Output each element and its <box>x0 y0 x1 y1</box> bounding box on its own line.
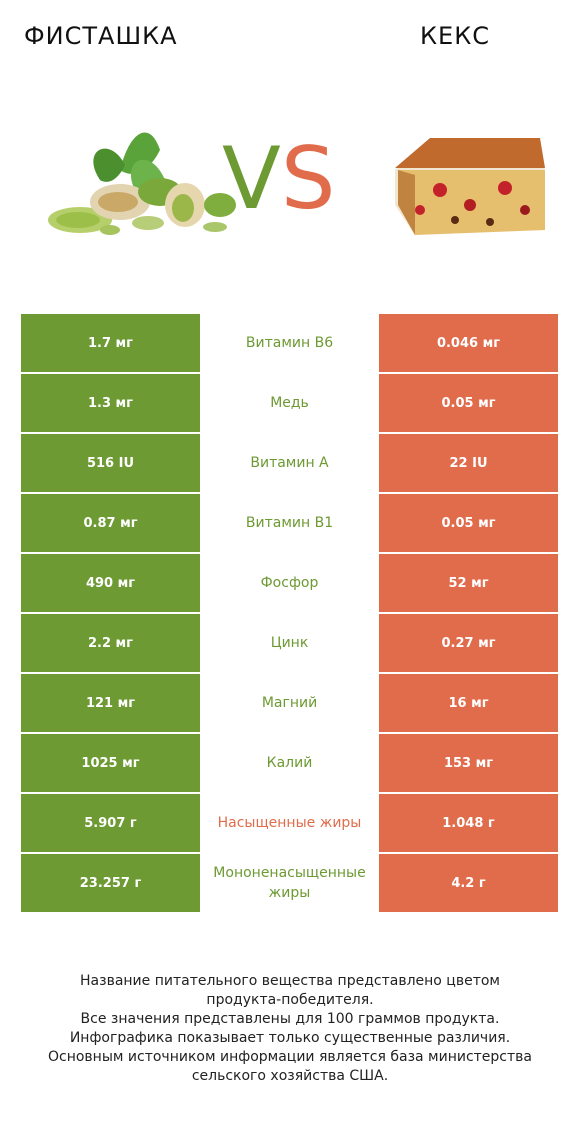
table-row: 5.907 г Насыщенные жиры 1.048 г <box>21 794 558 852</box>
footer-notes: Название питательного вещества представл… <box>0 972 580 1086</box>
hero-images <box>0 110 580 270</box>
left-value: 516 IU <box>21 434 200 492</box>
hero-illustration <box>48 132 545 235</box>
nutrient-label: Цинк <box>200 614 379 672</box>
footer-line: Инфографика показывает только существенн… <box>69 1030 511 1046</box>
left-value: 5.907 г <box>21 794 200 852</box>
comparison-table: 1.7 мг Витамин B6 0.046 мг 1.3 мг Медь 0… <box>21 314 558 914</box>
vs-v: V <box>222 129 281 229</box>
nutrient-label: Медь <box>200 374 379 432</box>
footer-line: сельского хозяйства США. <box>191 1068 389 1084</box>
nutrient-label: Витамин A <box>200 434 379 492</box>
table-row: 1025 мг Калий 153 мг <box>21 734 558 792</box>
nutrient-label: Мононенасыщенные жиры <box>200 854 379 912</box>
pistachio-image <box>48 132 236 235</box>
left-value: 0.87 мг <box>21 494 200 552</box>
right-value: 52 мг <box>379 554 558 612</box>
right-value: 153 мг <box>379 734 558 792</box>
table-row: 490 мг Фосфор 52 мг <box>21 554 558 612</box>
table-row: 1.7 мг Витамин B6 0.046 мг <box>21 314 558 372</box>
footer-line: продукта-победителя. <box>206 992 374 1008</box>
right-value: 22 IU <box>379 434 558 492</box>
nutrient-label: Витамин B1 <box>200 494 379 552</box>
right-value: 0.05 мг <box>379 374 558 432</box>
nutrient-label: Магний <box>200 674 379 732</box>
table-row: 516 IU Витамин A 22 IU <box>21 434 558 492</box>
footer-line: Название питательного вещества представл… <box>80 973 500 989</box>
vs-label: VS <box>222 136 335 222</box>
table-row: 0.87 мг Витамин B1 0.05 мг <box>21 494 558 552</box>
vs-s: S <box>280 129 336 229</box>
nutrient-label: Насыщенные жиры <box>200 794 379 852</box>
left-product-title: ФИСТАШКА <box>24 22 178 50</box>
nutrient-label: Витамин B6 <box>200 314 379 372</box>
left-value: 2.2 мг <box>21 614 200 672</box>
left-value: 121 мг <box>21 674 200 732</box>
right-value: 1.048 г <box>379 794 558 852</box>
right-value: 0.05 мг <box>379 494 558 552</box>
right-value: 16 мг <box>379 674 558 732</box>
nutrient-label: Калий <box>200 734 379 792</box>
table-row: 1.3 мг Медь 0.05 мг <box>21 374 558 432</box>
left-value: 1.3 мг <box>21 374 200 432</box>
right-value: 4.2 г <box>379 854 558 912</box>
right-value: 0.046 мг <box>379 314 558 372</box>
nutrient-label: Фосфор <box>200 554 379 612</box>
footer-line: Основным источником информации является … <box>48 1049 532 1065</box>
right-product-title: КЕКС <box>420 22 490 50</box>
left-value: 490 мг <box>21 554 200 612</box>
footer-line: Все значения представлены для 100 граммо… <box>80 1011 500 1027</box>
left-value: 1025 мг <box>21 734 200 792</box>
left-value: 1.7 мг <box>21 314 200 372</box>
right-value: 0.27 мг <box>379 614 558 672</box>
table-row: 2.2 мг Цинк 0.27 мг <box>21 614 558 672</box>
table-row: 121 мг Магний 16 мг <box>21 674 558 732</box>
table-row: 23.257 г Мононенасыщенные жиры 4.2 г <box>21 854 558 912</box>
cake-image <box>395 138 545 235</box>
left-value: 23.257 г <box>21 854 200 912</box>
